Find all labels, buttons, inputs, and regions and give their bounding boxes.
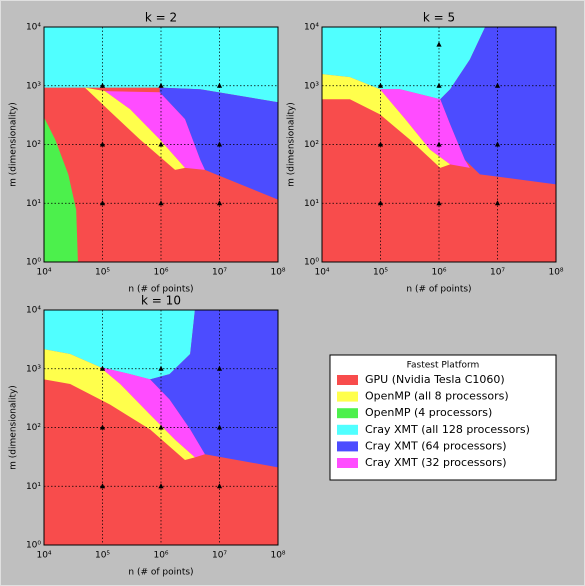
point (158, 141, 164, 147)
plot-area (44, 310, 278, 545)
point (216, 424, 223, 430)
legend-title: Fastest Platform (407, 361, 480, 371)
y-tick-label: 10⁰ (26, 541, 41, 551)
point (436, 41, 442, 47)
axes-frame (43, 309, 279, 546)
region (150, 310, 278, 468)
y-tick-label: 10⁰ (304, 258, 319, 268)
point (99, 141, 106, 147)
x-axis-label: n (# of points) (406, 285, 471, 295)
point (377, 82, 384, 88)
x-tick-label: 10⁵ (95, 551, 110, 561)
x-tick-label: 10⁴ (36, 268, 51, 278)
chart-title: k = 5 (423, 11, 455, 25)
region (322, 74, 451, 168)
x-axis-label: n (# of points) (128, 285, 193, 295)
region (104, 91, 205, 170)
y-tick-label: 10² (26, 140, 41, 150)
point (99, 82, 106, 88)
y-tick-label: 10² (304, 140, 319, 150)
region (84, 87, 185, 170)
x-tick-label: 10⁵ (95, 268, 110, 278)
plot-area (44, 27, 278, 262)
x-axis-label: n (# of points) (128, 568, 193, 578)
legend-label: Cray XMT (32 processors) (365, 456, 507, 469)
point (216, 200, 223, 206)
point (158, 200, 164, 206)
y-axis-label: m (dimensionality) (9, 102, 19, 187)
point (158, 424, 164, 430)
point (158, 365, 164, 371)
point (216, 141, 223, 147)
point (494, 200, 501, 206)
legend-swatch (337, 424, 358, 435)
point (99, 424, 106, 430)
y-tick-label: 10⁴ (26, 23, 41, 33)
legend-label: OpenMP (4 processors) (365, 406, 492, 419)
x-tick-label: 10⁷ (212, 268, 227, 278)
legend-swatch (337, 391, 358, 402)
region (44, 349, 195, 460)
legend-swatch (337, 458, 358, 468)
point (494, 141, 501, 147)
y-tick-label: 10¹ (26, 199, 41, 209)
legend-swatch (337, 375, 358, 385)
chart-title: k = 10 (141, 294, 181, 308)
y-tick-label: 10¹ (26, 482, 41, 492)
x-tick-label: 10⁷ (212, 551, 227, 561)
region (379, 89, 470, 168)
legend-box (329, 354, 557, 481)
axes-frame (321, 26, 557, 263)
region (99, 367, 205, 458)
y-tick-label: 10⁰ (26, 258, 41, 268)
region (44, 310, 195, 380)
legend-label: OpenMP (all 8 processors) (365, 390, 509, 403)
point (216, 483, 223, 489)
y-axis-label: m (dimensionality) (287, 102, 297, 187)
legend-label: Cray XMT (64 processors) (365, 439, 507, 452)
x-tick-label: 10⁴ (36, 551, 51, 561)
y-tick-label: 10⁴ (304, 23, 319, 33)
y-tick-label: 10² (26, 423, 41, 433)
point (99, 483, 106, 489)
y-axis-label: m (dimensionality) (9, 385, 19, 470)
x-tick-label: 10⁸ (270, 551, 285, 561)
x-tick-label: 10⁶ (153, 551, 168, 561)
region (44, 117, 78, 262)
legend-label: GPU (Nvidia Tesla C1060) (365, 373, 505, 386)
x-tick-label: 10⁴ (314, 268, 329, 278)
point (377, 141, 384, 147)
legend-swatch (337, 441, 358, 452)
point (494, 82, 501, 88)
point (436, 82, 442, 88)
point (436, 141, 442, 147)
point (99, 365, 106, 371)
legend-swatch (337, 408, 358, 419)
x-tick-label: 10⁸ (270, 268, 285, 278)
y-tick-label: 10¹ (304, 199, 319, 209)
point (158, 483, 164, 489)
legend-label: Cray XMT (all 128 processors) (365, 423, 530, 436)
chart-title: k = 2 (145, 11, 177, 25)
point (158, 82, 164, 88)
point (99, 200, 106, 206)
axes-frame (43, 26, 279, 263)
region (440, 27, 556, 185)
x-tick-label: 10⁶ (153, 268, 168, 278)
point (216, 82, 223, 88)
y-tick-label: 10³ (26, 81, 41, 91)
plot-area (322, 27, 556, 262)
x-tick-label: 10⁶ (431, 268, 446, 278)
x-tick-label: 10⁸ (548, 268, 563, 278)
point (377, 200, 384, 206)
x-tick-label: 10⁷ (490, 268, 505, 278)
point (216, 365, 223, 371)
point (436, 200, 442, 206)
region (322, 27, 486, 100)
y-tick-label: 10³ (304, 81, 319, 91)
y-tick-label: 10³ (26, 364, 41, 374)
y-tick-label: 10⁴ (26, 306, 41, 316)
x-tick-label: 10⁵ (373, 268, 388, 278)
